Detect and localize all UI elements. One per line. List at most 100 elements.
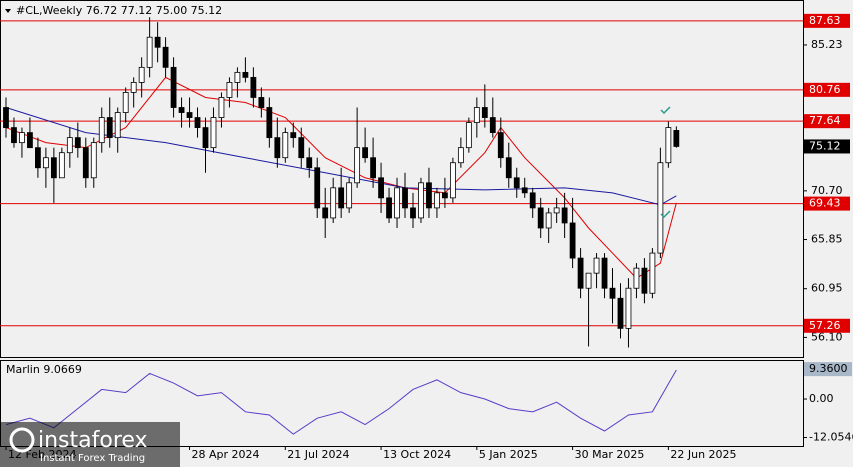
candle-body [481, 107, 488, 118]
candle-body [465, 122, 472, 149]
candle-body [170, 66, 177, 108]
candle-body [122, 92, 129, 113]
candle-body [330, 187, 337, 219]
candle-body [649, 252, 656, 294]
candle-body [609, 287, 616, 299]
x-tick-label: 28 Apr 2024 [192, 448, 260, 461]
indicator-tick-label: -12.0546 [809, 431, 853, 444]
x-tick-label: 5 Jan 2025 [479, 448, 538, 461]
level-label: 57.26 [809, 319, 841, 332]
price-panel [0, 0, 804, 358]
candle-body [74, 137, 81, 149]
candle-body [569, 222, 576, 259]
candle-body [426, 182, 432, 209]
price-tag [804, 139, 850, 154]
logo-icon [9, 427, 35, 453]
candle-body [266, 107, 273, 139]
candle-body [242, 71, 249, 78]
indicator-tick-label: 0.00 [809, 392, 834, 405]
candle-body [314, 167, 321, 209]
indicator-line [5, 369, 677, 435]
candle-body [322, 207, 329, 219]
candle-body [3, 107, 9, 128]
candle-body [673, 129, 680, 147]
candle-body [154, 36, 161, 48]
candle-body [138, 66, 145, 83]
check-icon [660, 106, 671, 115]
candle-body [473, 107, 480, 123]
price-label: 75.12 [809, 139, 841, 152]
candle-body [258, 97, 265, 108]
check-icon [660, 210, 671, 219]
level-label: 69.43 [809, 197, 841, 210]
candle-body [521, 187, 528, 194]
logo-backdrop [0, 422, 180, 467]
candle-body [226, 82, 233, 98]
candle-body [274, 137, 281, 159]
candle-body [394, 187, 400, 219]
candle-body [290, 132, 297, 139]
candle-body [585, 272, 592, 289]
x-tick-label: 22 Jun 2025 [670, 448, 736, 461]
candle-body [90, 142, 97, 179]
candle-body [162, 46, 169, 68]
candle-body [58, 152, 65, 179]
indicator-tag [804, 362, 852, 377]
candle-body [505, 157, 512, 179]
candle-body [298, 137, 305, 159]
x-tick-label: 30 Mar 2025 [575, 448, 645, 461]
candle-body [42, 157, 49, 169]
level-tag [804, 318, 850, 333]
candle-body [513, 177, 520, 189]
level-tag [804, 82, 850, 97]
candle-body [537, 207, 544, 229]
y-tick-label: 85.23 [811, 38, 843, 51]
candle-body [306, 157, 313, 169]
candle-body [354, 147, 361, 184]
candle-body [378, 177, 384, 199]
candle-body [489, 117, 496, 134]
candle-body [194, 117, 201, 128]
candle-body [641, 267, 648, 294]
candle-body [625, 287, 632, 329]
level-tag [804, 196, 850, 211]
level-label: 87.63 [809, 14, 841, 27]
candle-body [35, 147, 41, 169]
candle-body [442, 192, 448, 199]
indicator-title: Marlin 9.0669 [6, 363, 82, 376]
candle-body [98, 117, 105, 144]
candle-body [27, 132, 33, 149]
x-tick-label: 21 Jul 2024 [287, 448, 349, 461]
candle-body [561, 207, 568, 224]
candle-body [617, 297, 624, 329]
candle-body [346, 182, 353, 209]
level-label: 77.64 [809, 114, 841, 127]
candle-body [130, 82, 137, 93]
candle-body [497, 132, 504, 159]
y-tick-label: 56.10 [811, 330, 843, 343]
candle-body [633, 267, 640, 289]
menu-arrow [5, 9, 11, 13]
candle-body [338, 187, 345, 209]
candle-body [202, 127, 209, 149]
indicator-tick-label: 9.3600 [809, 362, 848, 375]
y-tick-label: 70.70 [811, 184, 843, 197]
candle-body [19, 132, 25, 144]
candle-body [178, 107, 185, 113]
candle-body [601, 257, 608, 289]
candle-body [418, 182, 424, 219]
candle-body [186, 112, 193, 118]
y-tick-label: 65.85 [811, 233, 843, 246]
chart-title: #CL,Weekly 76.72 77.12 75.00 75.12 [16, 4, 222, 17]
logo: instaforex Instant Forex Trading [0, 422, 180, 467]
logo-brand: instaforex [38, 428, 148, 453]
candle-body [449, 162, 456, 199]
candle-body [362, 147, 369, 159]
candle-body [386, 197, 392, 219]
candle-body [665, 127, 672, 164]
candle-body [410, 207, 416, 219]
candle-body [11, 127, 17, 144]
logo-tagline: Instant Forex Trading [40, 453, 145, 464]
level-tag [804, 13, 850, 28]
